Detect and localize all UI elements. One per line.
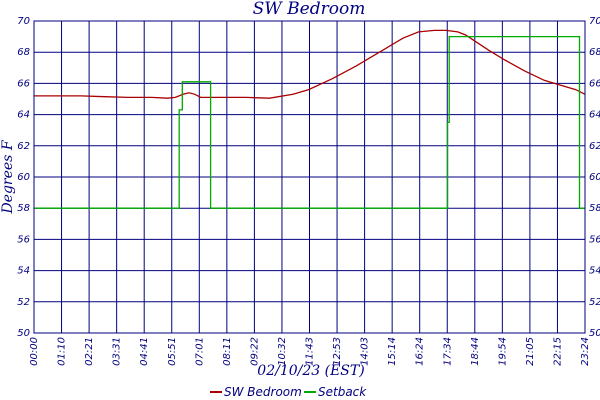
x-tick-label: 05:51 <box>167 337 178 366</box>
y-tick-label-right: 60 <box>589 172 600 183</box>
y-tick-label-right: 52 <box>589 297 600 308</box>
x-tick-label: 23:24 <box>580 337 591 366</box>
series-lines <box>34 29 586 209</box>
x-tick-label: 00:00 <box>29 337 40 366</box>
x-tick-label: 15:14 <box>387 337 398 366</box>
x-tick-label: 08:11 <box>222 337 233 366</box>
x-tick-label: 11:43 <box>305 337 316 366</box>
y-tick-label-left: 60 <box>17 172 30 183</box>
x-tick-label: 19:54 <box>497 337 508 366</box>
y-tick-label-right: 62 <box>589 141 600 152</box>
y-tick-label-left: 62 <box>17 141 30 152</box>
x-tick-label: 18:44 <box>470 337 481 366</box>
y-tick-label-left: 58 <box>17 203 30 214</box>
y-tick-labels-right: 50 52 54 56 58 60 62 64 66 68 70 <box>589 16 600 339</box>
x-tick-labels: 00:00 01:10 02:21 03:31 04:41 05:51 07:01 08:11… <box>29 337 591 366</box>
x-tick-label: 04:41 <box>139 337 150 366</box>
x-tick-label: 21:05 <box>525 337 536 366</box>
x-tick-label: 12:53 <box>332 337 343 366</box>
x-tick-label: 17:34 <box>442 337 453 366</box>
plot-frame <box>33 20 586 334</box>
y-tick-label-right: 66 <box>589 78 600 89</box>
x-axis-label: 02/10/23 (EST) <box>257 363 364 379</box>
x-tick-label: 03:31 <box>112 337 123 366</box>
x-tick-label: 07:01 <box>194 337 205 366</box>
x-tick-label: 01:10 <box>57 337 68 366</box>
y-tick-label-right: 58 <box>589 203 600 214</box>
series-line-sw-bedroom <box>34 29 586 99</box>
y-axis-label: Degrees F <box>0 139 16 214</box>
y-tick-label-right: 54 <box>589 266 600 277</box>
series-line-setback <box>34 35 585 209</box>
x-tick-label: 10:32 <box>277 337 288 366</box>
y-tick-labels-left: 50 52 54 56 58 60 62 64 66 68 70 <box>17 16 30 339</box>
grid <box>33 20 586 334</box>
legend: SW Bedroom Setback <box>210 385 367 399</box>
y-tick-label-left: 52 <box>17 297 30 308</box>
chart-title: SW Bedroom <box>253 0 366 19</box>
x-tick-label: 02:21 <box>84 337 95 366</box>
y-tick-label-left: 56 <box>17 234 30 245</box>
y-tick-label-right: 64 <box>589 110 600 121</box>
legend-label: SW Bedroom <box>224 385 302 399</box>
y-tick-label-left: 66 <box>17 78 30 89</box>
y-tick-label-right: 50 <box>589 328 600 339</box>
y-tick-label-left: 70 <box>17 16 30 27</box>
y-tick-label-right: 56 <box>589 234 600 245</box>
legend-label: Setback <box>318 385 367 399</box>
x-tick-label: 09:22 <box>249 337 260 366</box>
y-tick-label-right: 70 <box>589 16 600 27</box>
x-tick-label: 14:03 <box>360 337 371 366</box>
y-tick-label-right: 68 <box>589 47 600 58</box>
x-tick-label: 22:15 <box>552 337 563 366</box>
y-tick-label-left: 54 <box>17 266 30 277</box>
y-tick-label-left: 50 <box>17 328 30 339</box>
y-tick-label-left: 68 <box>17 47 30 58</box>
y-tick-label-left: 64 <box>17 110 30 121</box>
x-tick-label: 16:24 <box>415 337 426 366</box>
